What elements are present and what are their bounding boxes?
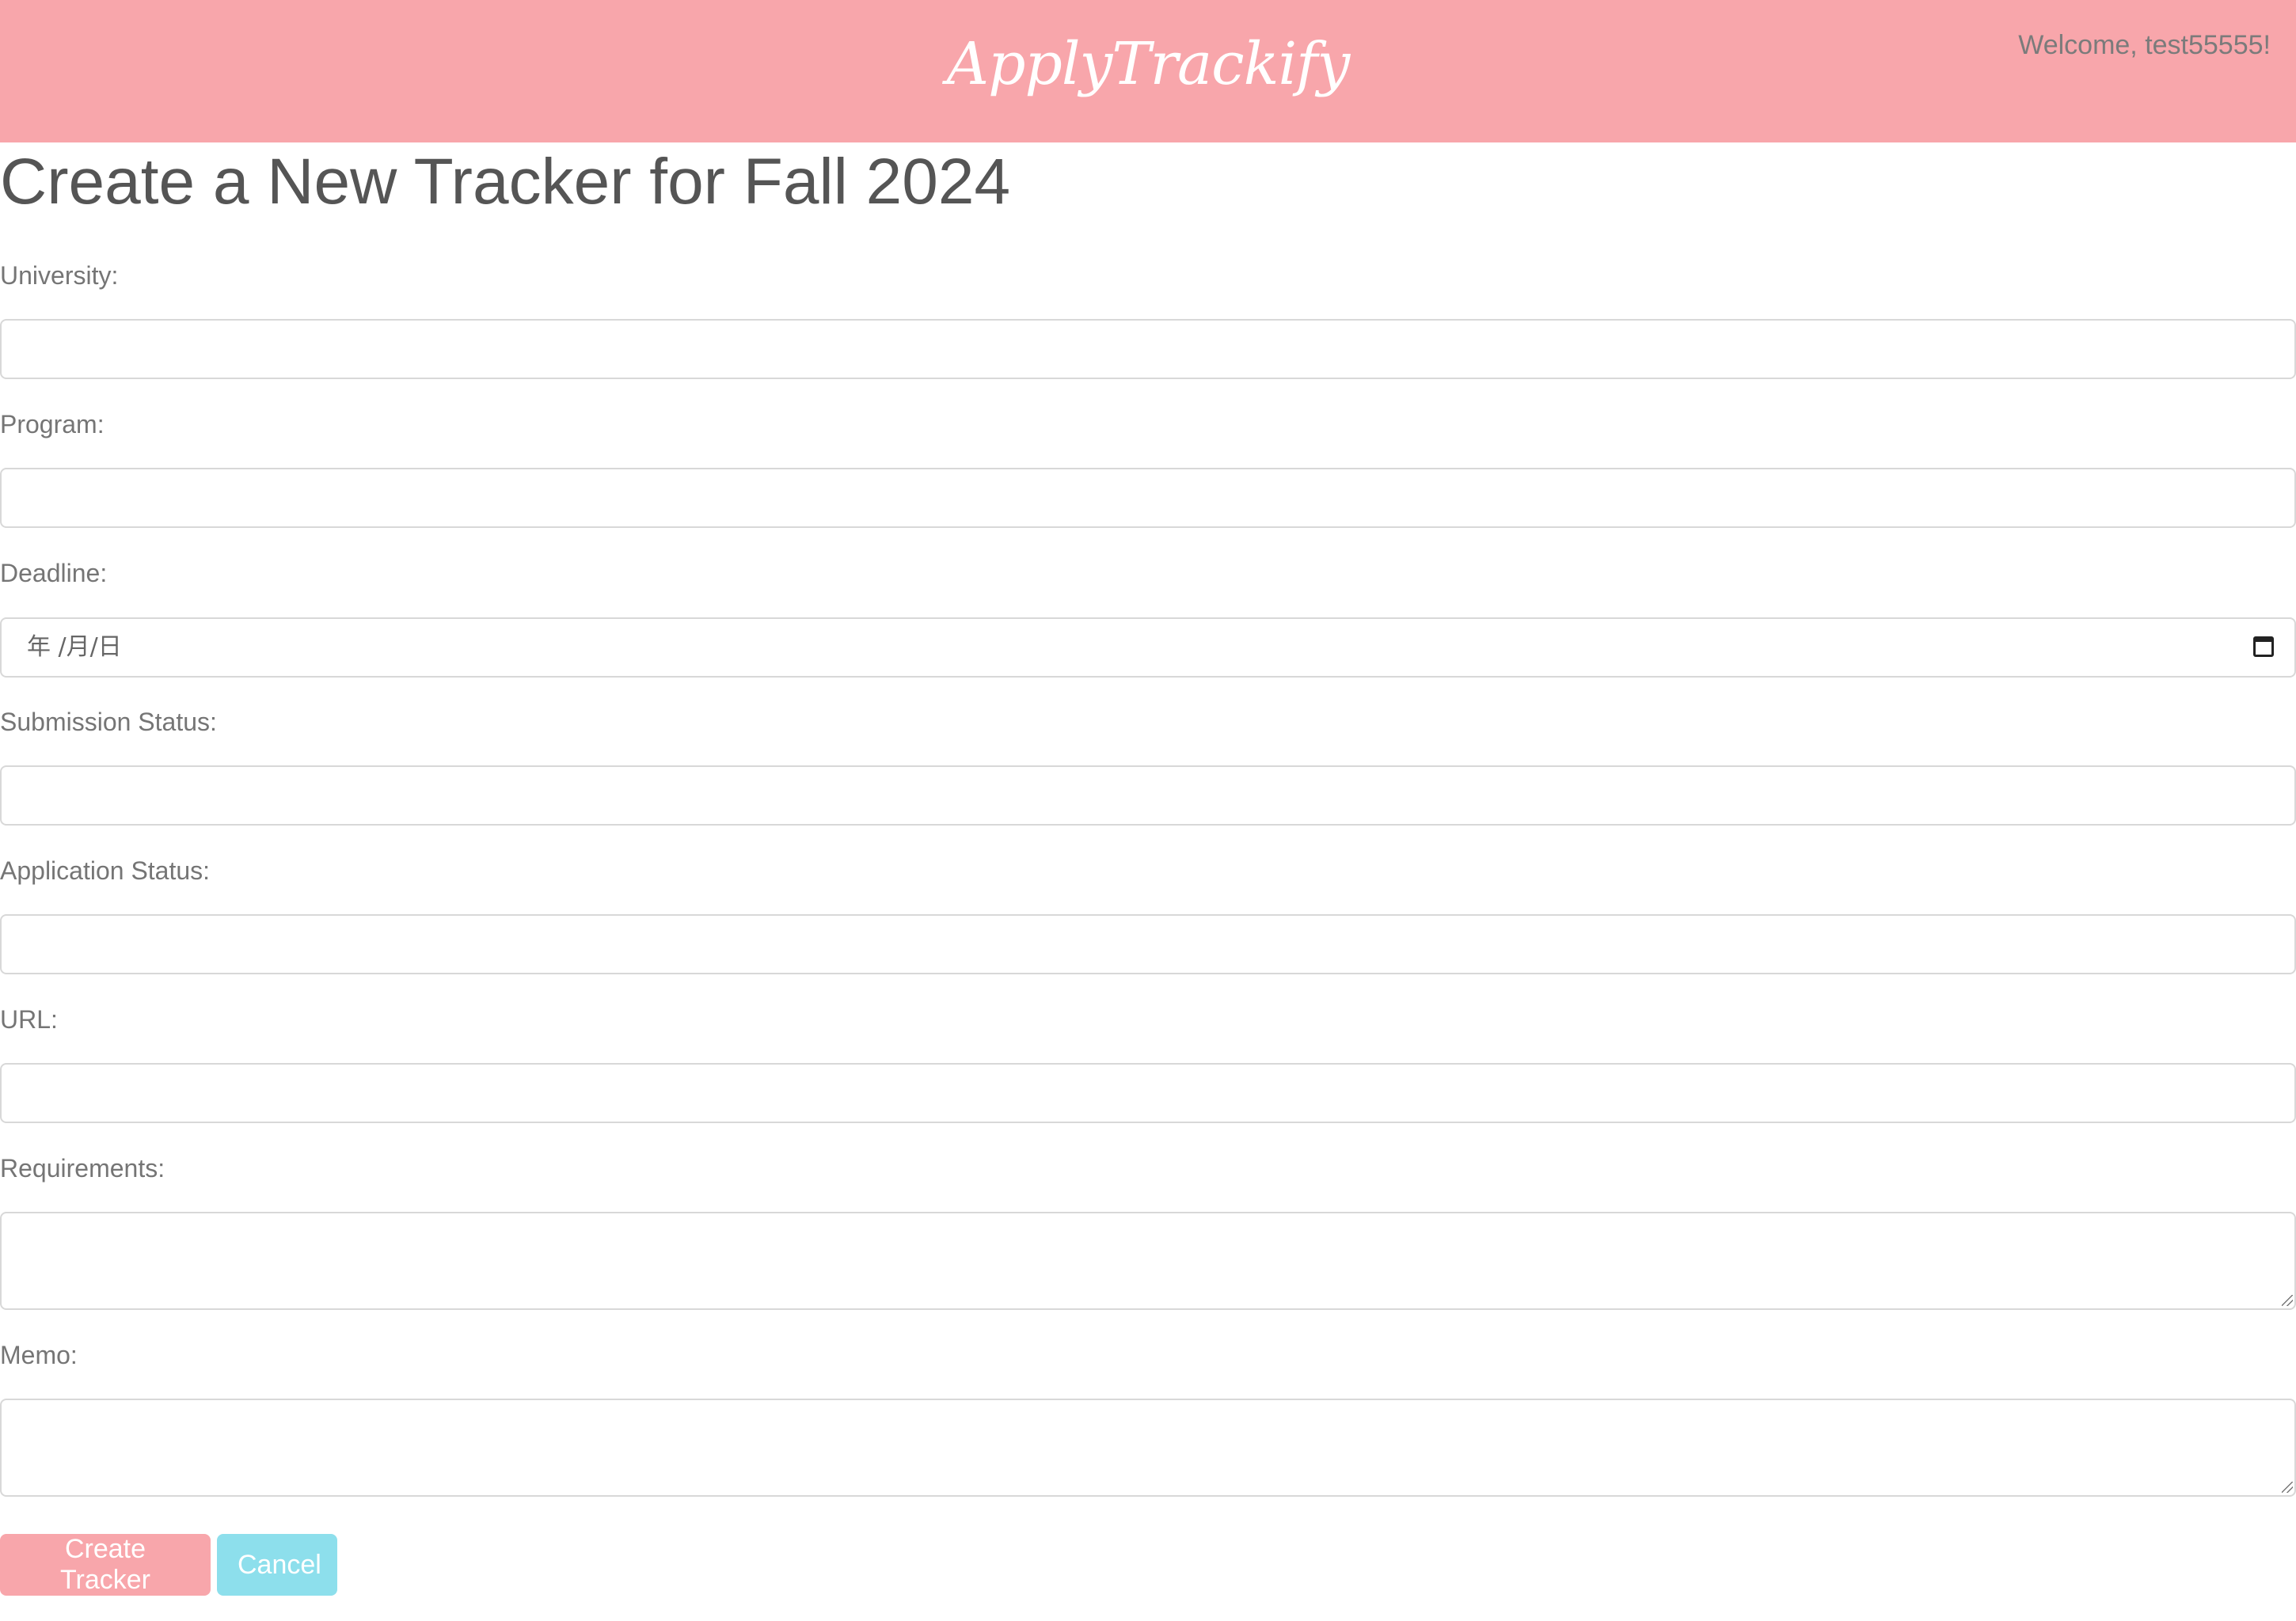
submission-status-label: Submission Status: (0, 708, 217, 736)
cancel-button[interactable]: Cancel (217, 1534, 337, 1596)
deadline-placeholder: 年 /月/日 (27, 633, 122, 661)
app-header: ApplyTrackify Welcome, test55555! (0, 0, 2296, 142)
submission-status-input[interactable] (0, 765, 2296, 826)
program-label: Program: (0, 410, 105, 438)
requirements-label: Requirements: (0, 1154, 165, 1183)
page-title: Create a New Tracker for Fall 2024 (0, 146, 1011, 218)
application-status-label: Application Status: (0, 856, 211, 885)
university-input[interactable] (0, 319, 2296, 379)
university-label: University: (0, 261, 119, 290)
application-status-input[interactable] (0, 914, 2296, 974)
requirements-textarea[interactable] (0, 1212, 2296, 1310)
memo-label: Memo: (0, 1341, 78, 1369)
resize-grip-icon[interactable] (2282, 1482, 2293, 1493)
deadline-label: Deadline: (0, 559, 108, 587)
resize-grip-icon[interactable] (2282, 1295, 2293, 1306)
calendar-icon[interactable] (2253, 636, 2274, 657)
create-tracker-button[interactable]: Create Tracker (0, 1534, 211, 1596)
memo-textarea[interactable] (0, 1399, 2296, 1497)
program-input[interactable] (0, 468, 2296, 528)
welcome-message: Welcome, test55555! (2018, 30, 2271, 60)
app-logo[interactable]: ApplyTrackify (946, 30, 1351, 98)
deadline-input[interactable]: 年 /月/日 (0, 617, 2296, 678)
url-input[interactable] (0, 1063, 2296, 1123)
url-label: URL: (0, 1005, 58, 1034)
